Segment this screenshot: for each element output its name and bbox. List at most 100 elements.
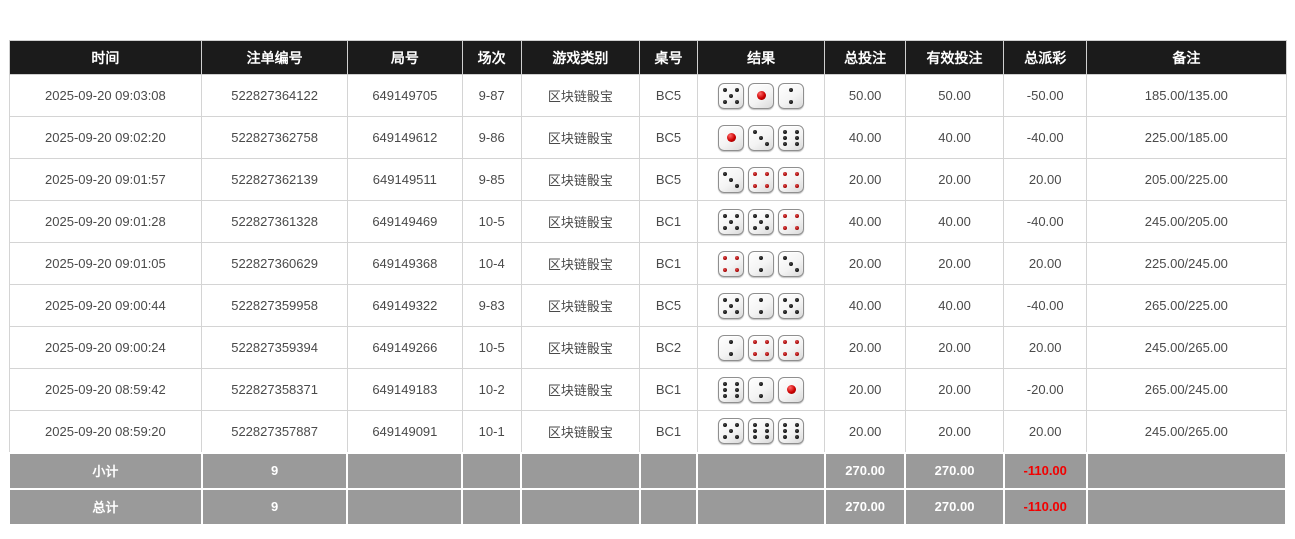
die-pip [729,429,734,434]
die-pip [735,255,740,260]
column-header: 总派彩 [1003,40,1088,75]
empty-cell [1085,487,1288,526]
cell-round-number: 649149612 [346,116,463,159]
cell-payout: -40.00 [1003,200,1088,243]
die-pip [723,297,728,302]
cell-round-number: 649149511 [346,158,463,201]
cell-round-number: 649149368 [346,242,463,285]
die-3-icon [718,166,745,193]
die-4-icon [748,166,775,193]
cell-payout: -40.00 [1003,284,1088,327]
die-pip [783,183,788,188]
die-pip [726,133,736,142]
die-4-icon [778,208,805,235]
cell-round-number: 649149469 [346,200,463,243]
column-header: 桌号 [639,40,698,75]
die-pip [783,309,788,314]
cell-remark: 225.00/245.00 [1086,242,1287,285]
table-row: 2025-09-20 09:01:28 522827361328 6491494… [8,200,1287,243]
cell-game-type: 区块链骰宝 [520,116,641,159]
column-header: 有效投注 [904,40,1005,75]
die-pip [765,225,770,230]
table-row: 2025-09-20 09:00:24 522827359394 6491492… [8,326,1287,369]
die-pip [786,385,796,394]
die-pip [723,393,728,398]
die-5-icon [718,82,745,109]
cell-time: 2025-09-20 09:03:08 [8,74,203,117]
cell-valid-bet: 20.00 [904,368,1005,411]
cell-result [696,284,826,327]
cell-result [696,242,826,285]
die-pip [723,225,728,230]
die-4-icon [778,166,805,193]
die-5-icon [718,418,745,445]
cell-session: 9-87 [461,74,522,117]
cell-remark: 225.00/185.00 [1086,116,1287,159]
die-pip [789,261,794,266]
cell-bet-id: 522827359394 [201,326,348,369]
grand-total-label: 总计 [8,487,203,526]
die-pip [783,225,788,230]
cell-session: 10-4 [461,242,522,285]
die-pip [795,435,800,440]
die-6-icon [778,124,805,151]
cell-remark: 245.00/265.00 [1086,326,1287,369]
column-header: 注单编号 [201,40,348,75]
empty-cell [461,487,523,526]
cell-bet-id: 522827359958 [201,284,348,327]
cell-valid-bet: 20.00 [904,410,1005,453]
empty-cell [696,487,826,526]
empty-cell [346,451,464,490]
cell-payout: 20.00 [1003,158,1088,201]
die-5-icon [778,292,805,319]
column-header: 结果 [696,40,826,75]
cell-valid-bet: 40.00 [904,284,1005,327]
cell-session: 10-5 [461,326,522,369]
cell-session: 10-2 [461,368,522,411]
cell-time: 2025-09-20 09:00:44 [8,284,203,327]
die-pip [759,297,764,302]
die-pip [765,435,770,440]
die-pip [759,135,764,140]
table-row: 2025-09-20 09:01:57 522827362139 6491495… [8,158,1287,201]
die-pip [789,303,794,308]
cell-time: 2025-09-20 09:02:20 [8,116,203,159]
cell-time: 2025-09-20 09:01:05 [8,242,203,285]
cell-bet-id: 522827357887 [201,410,348,453]
cell-valid-bet: 20.00 [904,326,1005,369]
cell-payout: -20.00 [1003,368,1088,411]
die-pip [723,387,728,392]
die-pip [723,87,728,92]
table-row: 2025-09-20 08:59:20 522827357887 6491490… [8,410,1287,453]
die-pip [753,429,758,434]
die-pip [765,423,770,428]
cell-bet-id: 522827361328 [201,200,348,243]
die-pip [789,87,794,92]
dice-result-group [718,376,805,403]
cell-bet-id: 522827358371 [201,368,348,411]
die-pip [756,91,766,100]
cell-game-type: 区块链骰宝 [520,158,641,201]
die-pip [783,213,788,218]
dice-result-group [718,166,805,193]
die-pip [735,297,740,302]
cell-valid-bet: 20.00 [904,158,1005,201]
cell-remark: 265.00/245.00 [1086,368,1287,411]
die-pip [729,93,734,98]
die-5-icon [718,292,745,319]
cell-payout: 20.00 [1003,410,1088,453]
die-pip [783,171,788,176]
dice-result-group [718,208,805,235]
cell-bet-id: 522827362139 [201,158,348,201]
die-4-icon [778,334,805,361]
die-2-icon [718,334,745,361]
die-5-icon [718,208,745,235]
cell-table-number: BC5 [639,158,698,201]
die-pip [783,141,788,146]
subtotal-payout: -110.00 [1002,451,1088,490]
cell-total-bet: 20.00 [824,410,906,453]
cell-result [696,200,826,243]
die-3-icon [778,250,805,277]
die-pip [765,171,770,176]
die-pip [723,435,728,440]
